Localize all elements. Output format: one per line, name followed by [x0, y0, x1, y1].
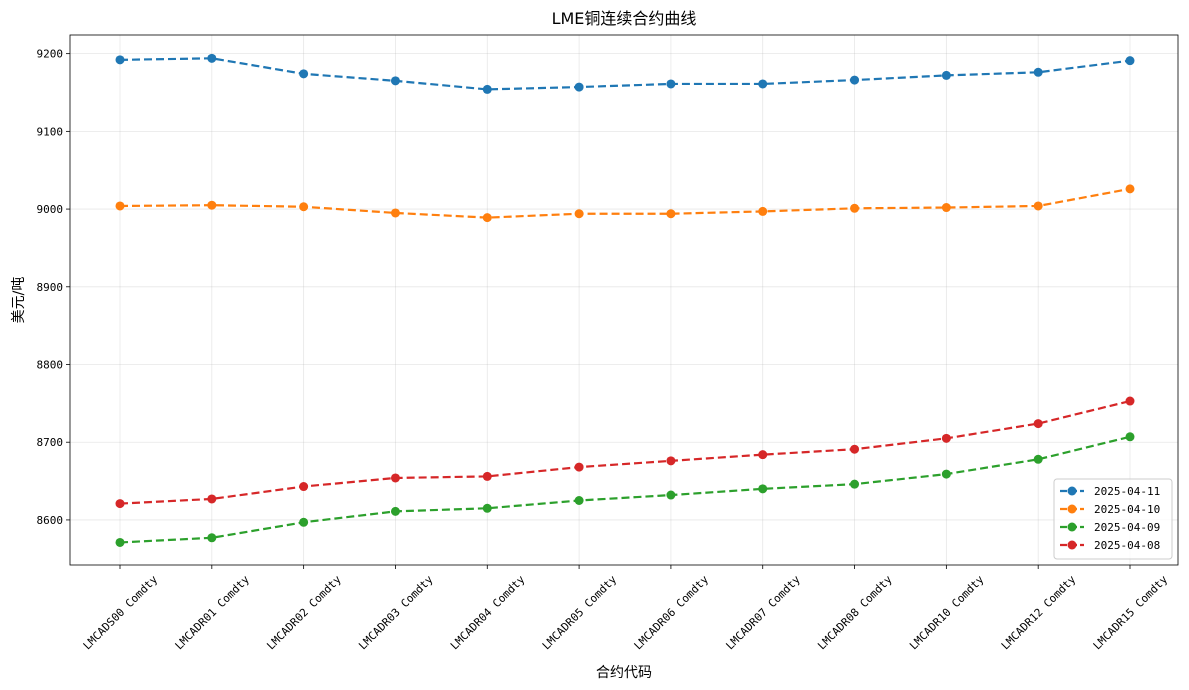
y-tick-label: 9000 — [37, 203, 64, 216]
data-point — [207, 200, 217, 210]
data-point — [482, 471, 492, 481]
data-point — [758, 484, 768, 494]
data-point — [115, 499, 125, 509]
data-point — [666, 490, 676, 500]
data-point — [207, 494, 217, 504]
data-point — [207, 533, 217, 543]
y-tick-label: 8600 — [37, 514, 64, 527]
y-tick-label: 8900 — [37, 281, 64, 294]
y-tick-label: 8700 — [37, 436, 64, 449]
data-point — [299, 69, 309, 79]
data-point — [941, 203, 951, 213]
series-line — [119, 435, 1131, 544]
data-point — [850, 203, 860, 213]
y-axis-label: 美元/吨 — [11, 277, 27, 324]
data-point — [574, 82, 584, 92]
legend-marker — [1067, 504, 1077, 514]
legend-item: 2025-04-10 — [1060, 503, 1160, 516]
data-point — [299, 202, 309, 212]
data-point — [758, 450, 768, 460]
data-point — [1033, 201, 1043, 211]
data-point — [941, 70, 951, 80]
data-point — [115, 55, 125, 65]
data-point — [390, 76, 400, 86]
data-point — [207, 53, 217, 63]
data-point — [758, 206, 768, 216]
data-point — [390, 506, 400, 516]
legend-label: 2025-04-09 — [1094, 521, 1160, 534]
data-point — [1033, 67, 1043, 77]
legend-item: 2025-04-09 — [1060, 521, 1160, 534]
data-point — [299, 482, 309, 492]
legend-marker — [1067, 540, 1077, 550]
series-2025-04-10 — [115, 184, 1135, 223]
data-point — [574, 209, 584, 219]
series-line — [119, 187, 1131, 219]
data-point — [299, 517, 309, 527]
data-point — [115, 201, 125, 211]
data-point — [1125, 184, 1135, 194]
data-point — [666, 209, 676, 219]
legend-label: 2025-04-08 — [1094, 539, 1160, 552]
data-point — [574, 495, 584, 505]
data-point — [1033, 454, 1043, 464]
data-point — [390, 208, 400, 218]
data-point — [1033, 419, 1043, 429]
plot-frame — [69, 34, 1179, 566]
data-point — [1125, 396, 1135, 406]
legend-item: 2025-04-11 — [1060, 485, 1160, 498]
data-point — [115, 537, 125, 547]
legend-label: 2025-04-10 — [1094, 503, 1160, 516]
grid-lines — [70, 35, 1178, 565]
series-layer — [115, 53, 1135, 547]
data-point — [758, 79, 768, 89]
legend-item: 2025-04-08 — [1060, 539, 1160, 552]
data-point — [482, 213, 492, 223]
data-point — [850, 479, 860, 489]
data-point — [1125, 56, 1135, 66]
y-axis-ticks: 8600 8700 8800 8900 9000 9100 9200 — [37, 48, 70, 527]
legend-box — [1053, 478, 1173, 560]
legend: 2025-04-11 2025-04-10 2025-04-09 2025-04-08 — [1053, 478, 1173, 560]
series-2025-04-11 — [115, 53, 1135, 94]
data-point — [574, 462, 584, 472]
data-point — [482, 84, 492, 94]
series-line — [119, 57, 1131, 91]
y-tick-label: 9100 — [37, 125, 64, 138]
legend-marker — [1067, 522, 1077, 532]
x-axis-label: 合约代码 — [596, 665, 652, 681]
legend-marker — [1067, 486, 1077, 496]
data-point — [482, 503, 492, 513]
y-tick-label: 9200 — [37, 48, 64, 61]
data-point — [850, 444, 860, 454]
legend-label: 2025-04-11 — [1094, 485, 1160, 498]
series-2025-04-09 — [115, 432, 1135, 547]
series-2025-04-08 — [115, 396, 1135, 509]
series-line — [119, 399, 1131, 505]
data-point — [390, 473, 400, 483]
y-tick-label: 8800 — [37, 359, 64, 372]
data-point — [850, 75, 860, 85]
data-point — [941, 469, 951, 479]
data-point — [1125, 432, 1135, 442]
data-point — [666, 79, 676, 89]
data-point — [941, 433, 951, 443]
data-point — [666, 456, 676, 466]
chart-title: LME铜连续合约曲线 — [552, 9, 697, 28]
